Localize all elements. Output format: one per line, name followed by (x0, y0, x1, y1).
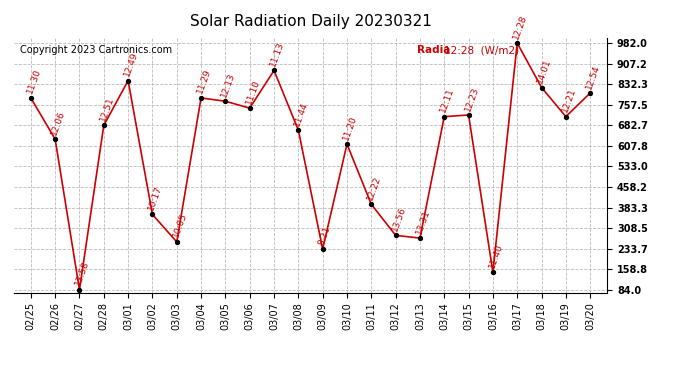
Text: 12:21: 12:21 (560, 87, 578, 114)
Text: 12:23: 12:23 (463, 85, 480, 112)
Point (123, 78, 134, 84)
Point (50, 136, 61, 142)
Text: 11:30: 11:30 (25, 68, 43, 95)
Point (317, 246, 328, 252)
Text: 11:44: 11:44 (293, 100, 310, 128)
Point (390, 232, 401, 238)
Text: 12:06: 12:06 (50, 109, 67, 136)
Text: 12:11: 12:11 (439, 87, 456, 114)
Text: 10:05: 10:05 (171, 212, 188, 239)
Point (536, 84, 547, 90)
Point (366, 201, 377, 207)
Text: 11:10: 11:10 (244, 78, 262, 105)
Text: Radia: Radia (417, 45, 451, 55)
Text: 13:58: 13:58 (74, 260, 91, 287)
Point (171, 239, 182, 245)
Text: 11:29: 11:29 (195, 68, 213, 95)
Point (293, 127, 304, 133)
Point (415, 235, 426, 241)
Point (584, 90, 595, 96)
Point (74, 287, 85, 293)
Text: 12:13: 12:13 (219, 71, 237, 99)
Text: 12:22: 12:22 (366, 174, 383, 201)
Point (512, 40, 523, 46)
Point (487, 269, 498, 275)
Text: 12:28: 12:28 (511, 13, 529, 40)
Text: 12:51: 12:51 (98, 95, 115, 123)
Text: 14:01: 14:01 (536, 57, 553, 85)
Point (268, 68, 279, 74)
Point (98, 122, 109, 128)
Text: 8:21: 8:21 (317, 224, 333, 246)
Text: 11:13: 11:13 (268, 40, 286, 68)
Point (244, 105, 255, 111)
Text: 13:31: 13:31 (414, 208, 431, 236)
Point (463, 112, 474, 118)
Text: 10:17: 10:17 (147, 184, 164, 211)
Text: 11:40: 11:40 (487, 242, 504, 269)
Text: Copyright 2023 Cartronics.com: Copyright 2023 Cartronics.com (20, 45, 172, 55)
Point (439, 114, 450, 120)
Point (560, 114, 571, 120)
Text: 11:20: 11:20 (342, 114, 359, 141)
Point (26, 95, 37, 101)
Text: 12:49: 12:49 (122, 51, 139, 78)
Point (195, 95, 206, 101)
Title: Solar Radiation Daily 20230321: Solar Radiation Daily 20230321 (190, 14, 431, 29)
Point (220, 98, 231, 104)
Point (342, 141, 353, 147)
Text: 12:54: 12:54 (584, 63, 602, 90)
Text: 12:28  (W/m2): 12:28 (W/m2) (444, 45, 519, 55)
Text: 13:56: 13:56 (390, 205, 407, 232)
Point (147, 211, 158, 217)
